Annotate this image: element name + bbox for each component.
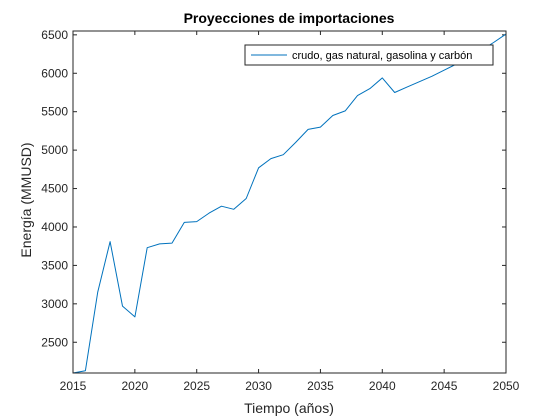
series-line (72, 33, 507, 374)
y-tick-label: 4000 (41, 220, 68, 234)
y-tick-label: 3000 (41, 297, 68, 311)
y-tick-label: 5500 (41, 105, 68, 119)
y-tick-label: 3500 (41, 258, 68, 272)
legend: crudo, gas natural, gasolina y carbón (244, 44, 494, 66)
data-series (72, 33, 507, 374)
x-tick-label: 2045 (431, 379, 458, 393)
y-tick-label: 6000 (41, 66, 68, 80)
x-tick-label: 2020 (122, 379, 149, 393)
x-tick-label: 2015 (60, 379, 87, 393)
legend-box (244, 44, 494, 66)
x-tick-label: 2025 (183, 379, 210, 393)
plot-area-frame (72, 30, 507, 374)
x-tick-label: 2050 (493, 379, 520, 393)
x-axis-label: Tiempo (años) (244, 400, 334, 416)
y-axis-label: Energía (MMUSD) (18, 142, 34, 257)
y-tick-label: 4500 (41, 182, 68, 196)
x-tick-label: 2030 (245, 379, 272, 393)
axis-ticks: 2015 2020 2025 2030 2035 2040 2045 2050 2500 3000… (41, 28, 519, 393)
y-tick-label: 6500 (41, 28, 68, 42)
chart-title: Proyecciones de importaciones (184, 10, 395, 26)
y-tick-label: 2500 (41, 335, 68, 349)
x-tick-label: 2035 (307, 379, 334, 393)
y-tick-label: 5000 (41, 143, 68, 157)
legend-entry: crudo, gas natural, gasolina y carbón (292, 50, 472, 62)
x-tick-label: 2040 (369, 379, 396, 393)
